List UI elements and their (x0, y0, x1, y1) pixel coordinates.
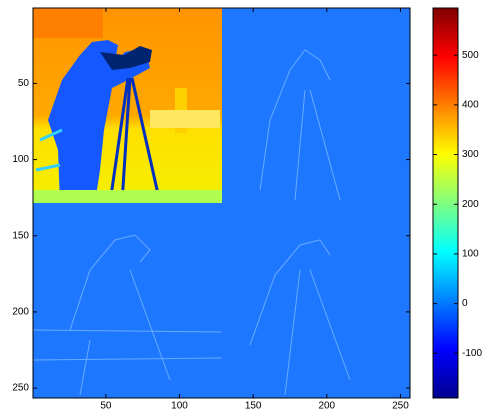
x-tick-label: 100 (171, 401, 188, 412)
colorbar-tick-label: 300 (462, 149, 479, 160)
x-tick-label: 250 (392, 401, 409, 412)
colorbar-tick-label: 500 (462, 50, 479, 61)
y-tick-label: 250 (12, 383, 29, 394)
y-tick-label: 200 (12, 307, 29, 318)
x-tick-label: 50 (100, 401, 112, 412)
y-tick-label: 150 (12, 230, 29, 241)
colorbar-tick-label: -100 (462, 348, 482, 359)
x-tick-label: 200 (318, 401, 335, 412)
approximation-quadrant (33, 8, 222, 203)
colorbar-tick-label: 0 (462, 298, 468, 309)
figure: 50 100 150 200 250 50 100 150 200 250 -100 0 100 200 3… (0, 0, 488, 412)
y-tick-label: 50 (18, 78, 30, 89)
colorbar-tick-label: 200 (462, 199, 479, 210)
colorbar-tick-label: 400 (462, 100, 479, 111)
y-tick-label: 100 (12, 154, 29, 165)
colorbar-tick-label: 100 (462, 249, 479, 260)
colorbar (433, 8, 458, 398)
x-tick-label: 150 (245, 401, 262, 412)
image (33, 8, 410, 398)
